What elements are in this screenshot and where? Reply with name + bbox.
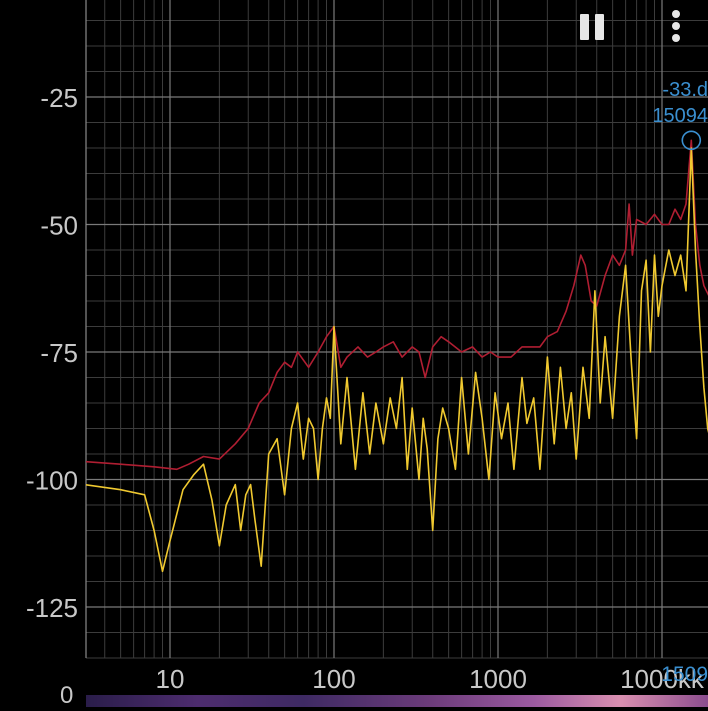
x-tick-label: 10 <box>156 664 185 694</box>
more-vert-icon-dot <box>672 22 680 30</box>
y-tick-label: -75 <box>40 338 78 368</box>
y-tick-label: -125 <box>26 593 78 623</box>
y-axis-tick-labels: -25 -50 -75 -100 -125 <box>26 83 78 623</box>
x-tick-label: 1000kk <box>620 664 705 694</box>
more-vert-icon-dot <box>672 34 680 42</box>
peak-marker-freq-label: 15094 <box>652 105 708 127</box>
peak-marker-circle[interactable] <box>681 130 702 151</box>
y-tick-label: -25 <box>40 83 78 113</box>
y-tick-label: -50 <box>40 211 78 241</box>
grid-major <box>85 0 708 658</box>
x-tick-label: 1000 <box>469 664 527 694</box>
peak-marker[interactable]: -33.d 15094 1509 <box>652 79 708 686</box>
x-tick-label: 100 <box>312 664 355 694</box>
pause-icon <box>580 14 589 40</box>
peak-marker-db-label: -33.d <box>662 79 708 101</box>
spectrogram-strip <box>86 695 708 707</box>
more-vert-icon <box>672 10 680 18</box>
pause-button[interactable] <box>572 6 612 46</box>
pause-icon-bar <box>595 14 604 40</box>
grid-minor <box>86 0 708 659</box>
series-layer <box>86 139 708 573</box>
spectrogram-scale-label: 0 <box>60 682 74 709</box>
series-line-live <box>86 147 708 573</box>
series-line-peak-hold <box>86 139 708 471</box>
marker-frequency-readout: 1509 <box>661 663 708 686</box>
y-tick-label: -100 <box>26 466 78 496</box>
more-options-button[interactable] <box>660 4 694 48</box>
x-axis-tick-labels: 10 100 1000 1000kk <box>156 664 705 694</box>
